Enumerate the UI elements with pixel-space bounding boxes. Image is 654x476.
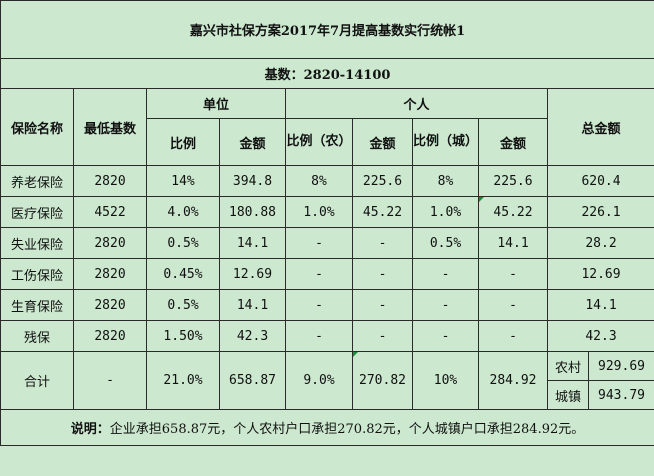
row-unit-amount[interactable]: 180.88 [219, 196, 286, 228]
row-min-base[interactable]: 2820 [73, 320, 147, 352]
row-ratio-urban[interactable]: 0.5% [412, 227, 479, 259]
row-unit-amount[interactable]: 14.1 [219, 227, 286, 259]
row-name[interactable]: 生育保险 [0, 289, 74, 321]
row-min-base[interactable]: 2820 [73, 165, 147, 197]
row-ratio-urban[interactable]: - [412, 320, 479, 352]
header-total[interactable]: 总金额 [546, 88, 654, 166]
header-min-base[interactable]: 最低基数 [73, 88, 147, 166]
base-range-row[interactable]: 基数：2820-14100 [0, 58, 654, 89]
row-total[interactable]: 620.4 [546, 165, 654, 197]
row-min-base[interactable]: 2820 [73, 289, 147, 321]
row-ratio-urban[interactable]: 8% [412, 165, 479, 197]
row-unit-ratio[interactable]: 1.50% [146, 320, 220, 352]
row-amount-urban[interactable]: 225.6 [478, 165, 548, 197]
header-ratio-rural[interactable]: 比例（农） [285, 118, 353, 166]
row-total[interactable]: 226.1 [546, 196, 654, 228]
note-row[interactable]: 说明：企业承担658.87元，个人农村户口承担270.82元，个人城镇户口承担2… [0, 409, 654, 446]
row-amount-rural[interactable]: 225.6 [352, 165, 413, 197]
sum-urban-total[interactable]: 943.79 [587, 380, 654, 410]
sum-row: 合计 - 21.0% 658.87 9.0% 270.82 10% 284.92… [0, 351, 654, 410]
sum-amount-urban[interactable]: 284.92 [478, 351, 548, 410]
row-amount-urban[interactable]: 45.22 [478, 196, 548, 228]
sum-rural-label[interactable]: 农村 [547, 351, 589, 381]
table-row: 养老保险 2820 14% 394.8 8% 225.6 8% 225.6 62… [0, 165, 654, 197]
row-name[interactable]: 残保 [0, 320, 74, 352]
row-amount-rural[interactable]: 45.22 [352, 196, 413, 228]
header-amount-rural[interactable]: 金额 [352, 118, 413, 166]
row-unit-ratio[interactable]: 0.45% [146, 258, 220, 290]
row-name[interactable]: 医疗保险 [0, 196, 74, 228]
header-unit-ratio[interactable]: 比例 [146, 118, 220, 166]
row-unit-amount[interactable]: 12.69 [219, 258, 286, 290]
table-row: 失业保险 2820 0.5% 14.1 - - 0.5% 14.1 28.2 [0, 227, 654, 259]
sum-min-base[interactable]: - [73, 351, 147, 410]
row-amount-urban[interactable]: 14.1 [478, 227, 548, 259]
row-amount-rural[interactable]: - [352, 258, 413, 290]
note-text: 企业承担658.87元，个人农村户口承担270.82元，个人城镇户口承担284.… [109, 422, 585, 437]
row-total[interactable]: 14.1 [546, 289, 654, 321]
row-ratio-urban[interactable]: 1.0% [412, 196, 479, 228]
row-ratio-rural[interactable]: - [285, 258, 353, 290]
sum-urban-label[interactable]: 城镇 [547, 380, 589, 410]
table-row: 工伤保险 2820 0.45% 12.69 - - - - 12.69 [0, 258, 654, 290]
row-unit-amount[interactable]: 14.1 [219, 289, 286, 321]
row-name[interactable]: 养老保险 [0, 165, 74, 197]
row-unit-amount[interactable]: 42.3 [219, 320, 286, 352]
row-ratio-rural[interactable]: - [285, 227, 353, 259]
row-total[interactable]: 12.69 [546, 258, 654, 290]
header-personal[interactable]: 个人 [285, 88, 548, 119]
row-unit-ratio[interactable]: 14% [146, 165, 220, 197]
sum-label[interactable]: 合计 [0, 351, 74, 410]
row-name[interactable]: 工伤保险 [0, 258, 74, 290]
header-ratio-urban[interactable]: 比例（城） [412, 118, 479, 166]
sum-ratio-rural[interactable]: 9.0% [285, 351, 353, 410]
sum-amount-rural[interactable]: 270.82 [352, 351, 413, 410]
row-min-base[interactable]: 4522 [73, 196, 147, 228]
sum-ratio-urban[interactable]: 10% [412, 351, 479, 410]
row-ratio-rural[interactable]: 8% [285, 165, 353, 197]
row-amount-urban[interactable]: - [478, 320, 548, 352]
row-ratio-urban[interactable]: - [412, 258, 479, 290]
row-ratio-urban[interactable]: - [412, 289, 479, 321]
table-row: 残保 2820 1.50% 42.3 - - - - 42.3 [0, 320, 654, 352]
row-unit-ratio[interactable]: 0.5% [146, 227, 220, 259]
note-label: 说明： [70, 422, 110, 437]
header-unit-amount[interactable]: 金额 [219, 118, 286, 166]
row-name[interactable]: 失业保险 [0, 227, 74, 259]
row-total[interactable]: 28.2 [546, 227, 654, 259]
header-unit[interactable]: 单位 [146, 88, 286, 119]
row-ratio-rural[interactable]: 1.0% [285, 196, 353, 228]
sum-unit-ratio[interactable]: 21.0% [146, 351, 220, 410]
row-unit-ratio[interactable]: 0.5% [146, 289, 220, 321]
social-insurance-table: 嘉兴市社保方案2017年7月提高基数实行统帐1 基数：2820-14100 保险… [0, 0, 654, 446]
row-ratio-rural[interactable]: - [285, 289, 353, 321]
sum-unit-amount[interactable]: 658.87 [219, 351, 286, 410]
sheet-title: 嘉兴市社保方案2017年7月提高基数实行统帐1 [0, 0, 654, 59]
row-amount-rural[interactable]: - [352, 320, 413, 352]
row-amount-rural[interactable]: - [352, 227, 413, 259]
row-amount-rural[interactable]: - [352, 289, 413, 321]
row-amount-urban[interactable]: - [478, 289, 548, 321]
sum-rural-total[interactable]: 929.69 [587, 351, 654, 381]
row-amount-urban[interactable]: - [478, 258, 548, 290]
table-row: 生育保险 2820 0.5% 14.1 - - - - 14.1 [0, 289, 654, 321]
row-ratio-rural[interactable]: - [285, 320, 353, 352]
header-amount-urban[interactable]: 金额 [478, 118, 548, 166]
row-min-base[interactable]: 2820 [73, 258, 147, 290]
row-min-base[interactable]: 2820 [73, 227, 147, 259]
header-insurance-name[interactable]: 保险名称 [0, 88, 74, 166]
row-unit-amount[interactable]: 394.8 [219, 165, 286, 197]
row-total[interactable]: 42.3 [546, 320, 654, 352]
table-row: 医疗保险 4522 4.0% 180.88 1.0% 45.22 1.0% 45… [0, 196, 654, 228]
row-unit-ratio[interactable]: 4.0% [146, 196, 220, 228]
